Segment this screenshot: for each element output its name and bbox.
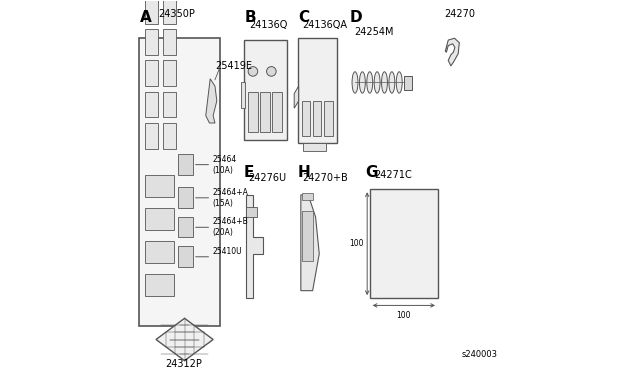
Text: (15A): (15A) — [212, 199, 233, 208]
FancyBboxPatch shape — [301, 101, 310, 136]
Text: 24270+B: 24270+B — [302, 173, 348, 183]
FancyBboxPatch shape — [298, 38, 337, 143]
FancyBboxPatch shape — [244, 40, 287, 140]
Text: B: B — [244, 10, 256, 25]
Ellipse shape — [367, 72, 372, 93]
FancyBboxPatch shape — [163, 123, 175, 149]
FancyBboxPatch shape — [404, 76, 412, 90]
FancyBboxPatch shape — [140, 38, 221, 326]
Text: H: H — [298, 165, 310, 180]
Polygon shape — [294, 86, 299, 108]
FancyBboxPatch shape — [145, 208, 175, 230]
Polygon shape — [156, 318, 213, 361]
Ellipse shape — [389, 72, 395, 93]
FancyBboxPatch shape — [145, 274, 175, 296]
Text: (20A): (20A) — [212, 228, 233, 237]
Text: 24350P: 24350P — [158, 9, 195, 19]
Text: 25410U: 25410U — [212, 247, 242, 256]
FancyBboxPatch shape — [163, 92, 175, 118]
FancyBboxPatch shape — [178, 154, 193, 174]
Text: 24276U: 24276U — [248, 173, 286, 183]
FancyBboxPatch shape — [260, 92, 270, 132]
Text: A: A — [140, 10, 152, 25]
FancyBboxPatch shape — [163, 60, 175, 86]
FancyBboxPatch shape — [145, 29, 158, 55]
FancyBboxPatch shape — [302, 211, 312, 261]
Text: 24312P: 24312P — [165, 359, 202, 369]
FancyBboxPatch shape — [145, 0, 158, 23]
Text: 100: 100 — [349, 239, 364, 248]
FancyBboxPatch shape — [145, 92, 158, 118]
Text: s240003: s240003 — [462, 350, 498, 359]
Ellipse shape — [352, 72, 358, 93]
Text: 24136QA: 24136QA — [302, 20, 348, 31]
Text: 24254M: 24254M — [354, 27, 394, 36]
Text: 24136Q: 24136Q — [249, 20, 287, 31]
FancyBboxPatch shape — [303, 142, 326, 151]
Polygon shape — [301, 195, 319, 291]
FancyBboxPatch shape — [312, 101, 321, 136]
FancyBboxPatch shape — [370, 189, 438, 298]
Polygon shape — [445, 38, 460, 66]
Ellipse shape — [360, 72, 365, 93]
Polygon shape — [246, 195, 263, 298]
FancyBboxPatch shape — [324, 101, 333, 136]
Text: C: C — [298, 10, 309, 25]
FancyBboxPatch shape — [273, 92, 282, 132]
Text: 25464+B: 25464+B — [212, 217, 248, 226]
Text: (10A): (10A) — [212, 166, 233, 175]
FancyBboxPatch shape — [145, 123, 158, 149]
Text: 24270: 24270 — [445, 9, 476, 19]
FancyBboxPatch shape — [145, 174, 175, 197]
Text: 25464+A: 25464+A — [212, 188, 248, 197]
FancyBboxPatch shape — [178, 217, 193, 237]
Circle shape — [267, 67, 276, 76]
Text: G: G — [365, 165, 378, 180]
FancyBboxPatch shape — [163, 0, 175, 23]
Text: 24271C: 24271C — [374, 170, 412, 180]
FancyBboxPatch shape — [145, 60, 158, 86]
FancyBboxPatch shape — [301, 193, 312, 201]
Circle shape — [248, 67, 258, 76]
FancyBboxPatch shape — [178, 187, 193, 208]
Ellipse shape — [381, 72, 387, 93]
FancyBboxPatch shape — [145, 241, 175, 263]
Ellipse shape — [396, 72, 402, 93]
Text: D: D — [349, 10, 362, 25]
Ellipse shape — [374, 72, 380, 93]
FancyBboxPatch shape — [246, 207, 257, 217]
FancyBboxPatch shape — [163, 29, 175, 55]
Text: E: E — [243, 165, 253, 180]
FancyBboxPatch shape — [178, 247, 193, 267]
FancyBboxPatch shape — [248, 92, 258, 132]
Text: 100: 100 — [396, 311, 411, 320]
Polygon shape — [205, 79, 217, 123]
Text: 25464: 25464 — [212, 155, 237, 164]
FancyBboxPatch shape — [241, 83, 245, 108]
Text: 25419E: 25419E — [215, 61, 252, 71]
